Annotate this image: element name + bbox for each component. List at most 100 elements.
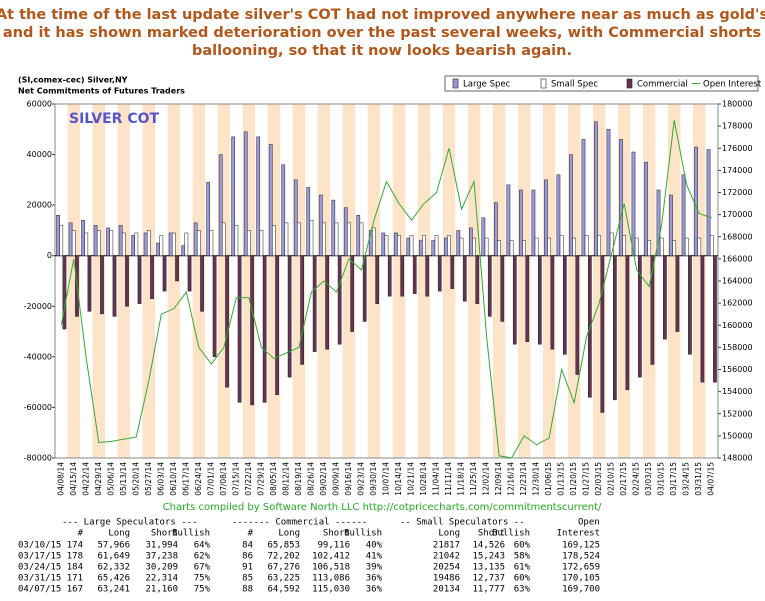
table-cell: 14,526	[472, 541, 505, 551]
table-cell: 64,592	[267, 585, 300, 595]
table-cell: 22,314	[145, 574, 178, 584]
bar	[497, 240, 501, 256]
chart-subtitle: Net Commitments of Futures Traders	[18, 87, 185, 96]
headline: At the time of the last update silver's …	[0, 7, 765, 23]
bar	[406, 237, 411, 256]
bar	[150, 255, 154, 299]
table-cell: 15,243	[472, 552, 505, 562]
stripe	[467, 104, 481, 458]
table-cell: 20134	[433, 585, 460, 595]
bar	[143, 232, 148, 256]
bar	[434, 235, 439, 256]
table-cell: 36%	[366, 574, 383, 584]
x-tick-label: 12/16/14	[507, 462, 516, 496]
table-column-header: Short	[478, 529, 505, 539]
table-cell: 39%	[366, 563, 383, 573]
table-cell: 67,276	[267, 563, 300, 573]
bar	[197, 230, 201, 256]
x-tick-label: 12/30/14	[532, 462, 541, 496]
y2-tick-label: 160000	[722, 321, 753, 330]
x-tick-label: 04/08/14	[56, 462, 65, 496]
bar	[669, 194, 673, 256]
bar	[168, 232, 173, 256]
bar	[537, 255, 542, 345]
bar	[681, 174, 686, 256]
bar	[234, 225, 239, 256]
table-cell: 171	[67, 574, 83, 584]
table-column-header: #	[248, 529, 254, 539]
bar	[709, 235, 714, 256]
table-cell: 41%	[366, 552, 383, 562]
table-group-header: Open	[578, 518, 600, 528]
stripe	[367, 104, 381, 458]
bar	[519, 189, 523, 256]
bar	[131, 235, 135, 256]
bar	[209, 230, 214, 256]
stripe	[167, 104, 181, 458]
x-tick-label: 11/04/14	[432, 462, 441, 496]
bar	[159, 235, 164, 256]
bar	[156, 242, 160, 256]
x-tick-label: 07/22/14	[244, 462, 253, 496]
y2-tick-label: 180000	[722, 100, 753, 109]
y-tick-label: -60000	[24, 403, 52, 412]
bar	[243, 131, 248, 256]
bar	[222, 222, 226, 256]
bar	[381, 232, 386, 256]
table-cell: 58%	[514, 552, 531, 562]
bar	[134, 232, 139, 256]
x-tick-label: 05/06/14	[106, 462, 115, 496]
y2-tick-label: 162000	[722, 299, 753, 308]
legend-label: Commercial	[637, 80, 688, 90]
table-column-header: Bullish	[172, 529, 210, 539]
x-tick-label: 04/29/14	[94, 462, 103, 496]
table-cell: 57,966	[97, 541, 130, 551]
bar	[512, 255, 517, 345]
x-tick-label: 01/13/15	[557, 462, 566, 496]
bar	[638, 255, 642, 378]
legend-label: Small Spec	[551, 80, 598, 90]
bar	[272, 225, 276, 256]
bar	[559, 235, 564, 256]
x-tick-label: 04/15/14	[69, 462, 78, 496]
bar	[481, 217, 486, 256]
table-cell: 64%	[194, 541, 211, 551]
headline: and it has shown marked deterioration ov…	[3, 25, 761, 41]
x-tick-label: 09/16/14	[344, 462, 353, 496]
bar	[409, 235, 414, 256]
bar	[675, 255, 680, 332]
bar	[109, 230, 114, 256]
bar	[231, 136, 236, 256]
table-cell: 84	[242, 541, 253, 551]
x-tick-label: 08/05/14	[269, 462, 278, 496]
legend-label: Open Interest	[703, 80, 762, 90]
table-cell: 11,777	[472, 585, 505, 595]
bar	[575, 255, 580, 375]
bar	[262, 255, 267, 403]
legend-box	[444, 75, 759, 92]
x-tick-label: 03/10/15	[657, 462, 666, 496]
bar	[613, 255, 617, 401]
x-tick-label: 05/13/14	[119, 462, 128, 496]
table-cell: 75%	[194, 574, 211, 584]
x-tick-label: 04/07/15	[707, 462, 716, 496]
x-tick-label: 02/03/15	[594, 462, 603, 496]
y2-tick-label: 164000	[722, 277, 753, 286]
bar	[118, 225, 123, 256]
bar	[619, 139, 623, 256]
bar	[175, 255, 179, 282]
x-tick-label: 12/23/14	[519, 462, 528, 496]
x-tick-label: 09/30/14	[369, 462, 378, 496]
table-cell: 20254	[433, 563, 460, 573]
x-tick-label: 04/22/14	[81, 462, 90, 496]
table-cell: 04/07/15	[18, 585, 61, 595]
x-tick-label: 08/19/14	[294, 462, 303, 496]
x-tick-label: 09/09/14	[331, 462, 340, 496]
table-cell: 174	[67, 541, 83, 551]
bar	[325, 255, 330, 350]
table-cell: 63,225	[267, 574, 300, 584]
bar	[297, 222, 301, 256]
table-cell: 65,853	[267, 541, 300, 551]
legend-swatch	[626, 78, 633, 89]
y-tick-label: 20000	[27, 201, 52, 210]
